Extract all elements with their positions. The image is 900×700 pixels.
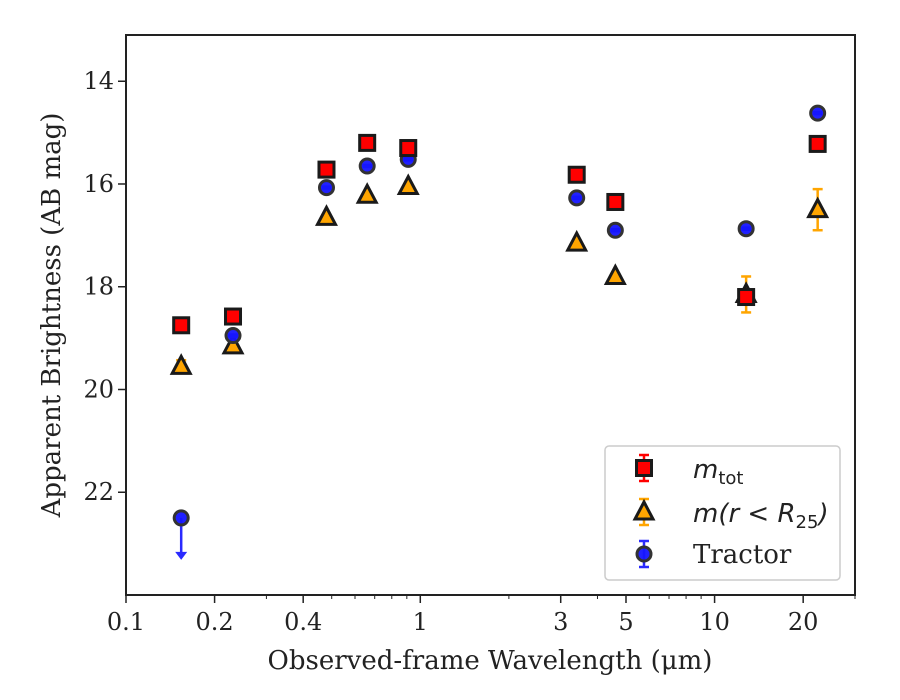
- data-marks: [169, 104, 830, 560]
- x-tick-label: 0.4: [284, 608, 322, 636]
- legend-label-m-r25-base: m(r < R: [693, 499, 796, 529]
- m-r25-point: [314, 204, 338, 226]
- legend-markers: [632, 453, 656, 569]
- mtot-point: [606, 192, 625, 211]
- m-r25-point: [603, 263, 627, 285]
- upper-limit-arrow-head: [175, 551, 188, 560]
- x-tick-label: 1: [413, 608, 428, 636]
- tractor-point: [606, 221, 624, 239]
- y-axis-ticks: 14 16 18 20 22: [83, 67, 126, 506]
- mtot-point: [737, 288, 756, 307]
- m-r25-point: [396, 173, 420, 196]
- m-r25-point: [565, 229, 589, 252]
- m-r25-point: [806, 196, 830, 219]
- x-tick-label: 10: [699, 608, 730, 636]
- x-axis-ticks: 0.1 0.2 0.4 1 3 5 10 20: [107, 595, 856, 636]
- legend-label-m-r25-tail: ): [816, 499, 828, 529]
- x-tick-label: 0.2: [196, 608, 234, 636]
- legend-marker-m-r25-point: [632, 498, 656, 521]
- legend-frame: [604, 445, 841, 581]
- tractor-point: [809, 104, 827, 122]
- legend-label-mtot-sub: tot: [718, 468, 743, 489]
- mtot-point: [399, 139, 418, 158]
- m-r25-point: [221, 332, 245, 355]
- tractor-point: [172, 509, 190, 527]
- mtot-point: [317, 160, 336, 179]
- legend-marker-mtot-point: [635, 459, 653, 477]
- legend-label-mtot: mtot: [693, 455, 743, 489]
- mtot-point: [224, 307, 243, 326]
- legend-label-m-r25: m(r < R25): [693, 499, 829, 533]
- y-tick-label: 20: [83, 375, 114, 403]
- y-axis-label: Apparent Brightness (AB mag): [37, 113, 67, 519]
- legend-marker-tractor-point: [635, 545, 653, 563]
- legend-label-mtot-base: m: [693, 455, 718, 485]
- mtot-point: [567, 165, 586, 184]
- mtot-point: [358, 133, 377, 152]
- x-tick-label: 5: [618, 608, 633, 636]
- legend-label-m-r25-sub: 25: [796, 512, 819, 533]
- mtot-point: [808, 134, 827, 153]
- m-r25-point: [355, 182, 379, 204]
- x-axis-label: Observed-frame Wavelength (μm): [268, 646, 713, 676]
- legend-label-tractor: Tractor: [693, 540, 792, 570]
- m-r25-point: [169, 353, 193, 375]
- tractor-point: [317, 179, 335, 197]
- x-tick-label: 20: [788, 608, 819, 636]
- legend: mtot m(r < R25) Tractor: [604, 445, 841, 581]
- y-tick-label: 18: [83, 273, 114, 301]
- tractor-point: [568, 189, 586, 207]
- mtot-point: [172, 316, 191, 335]
- x-tick-label: 0.1: [107, 608, 145, 636]
- y-tick-label: 14: [83, 67, 114, 95]
- y-tick-label: 22: [83, 478, 114, 506]
- tractor-point: [737, 220, 755, 238]
- tractor-point: [224, 327, 242, 345]
- x-tick-label: 3: [553, 608, 568, 636]
- y-tick-label: 16: [83, 170, 114, 198]
- tractor-point: [358, 157, 376, 175]
